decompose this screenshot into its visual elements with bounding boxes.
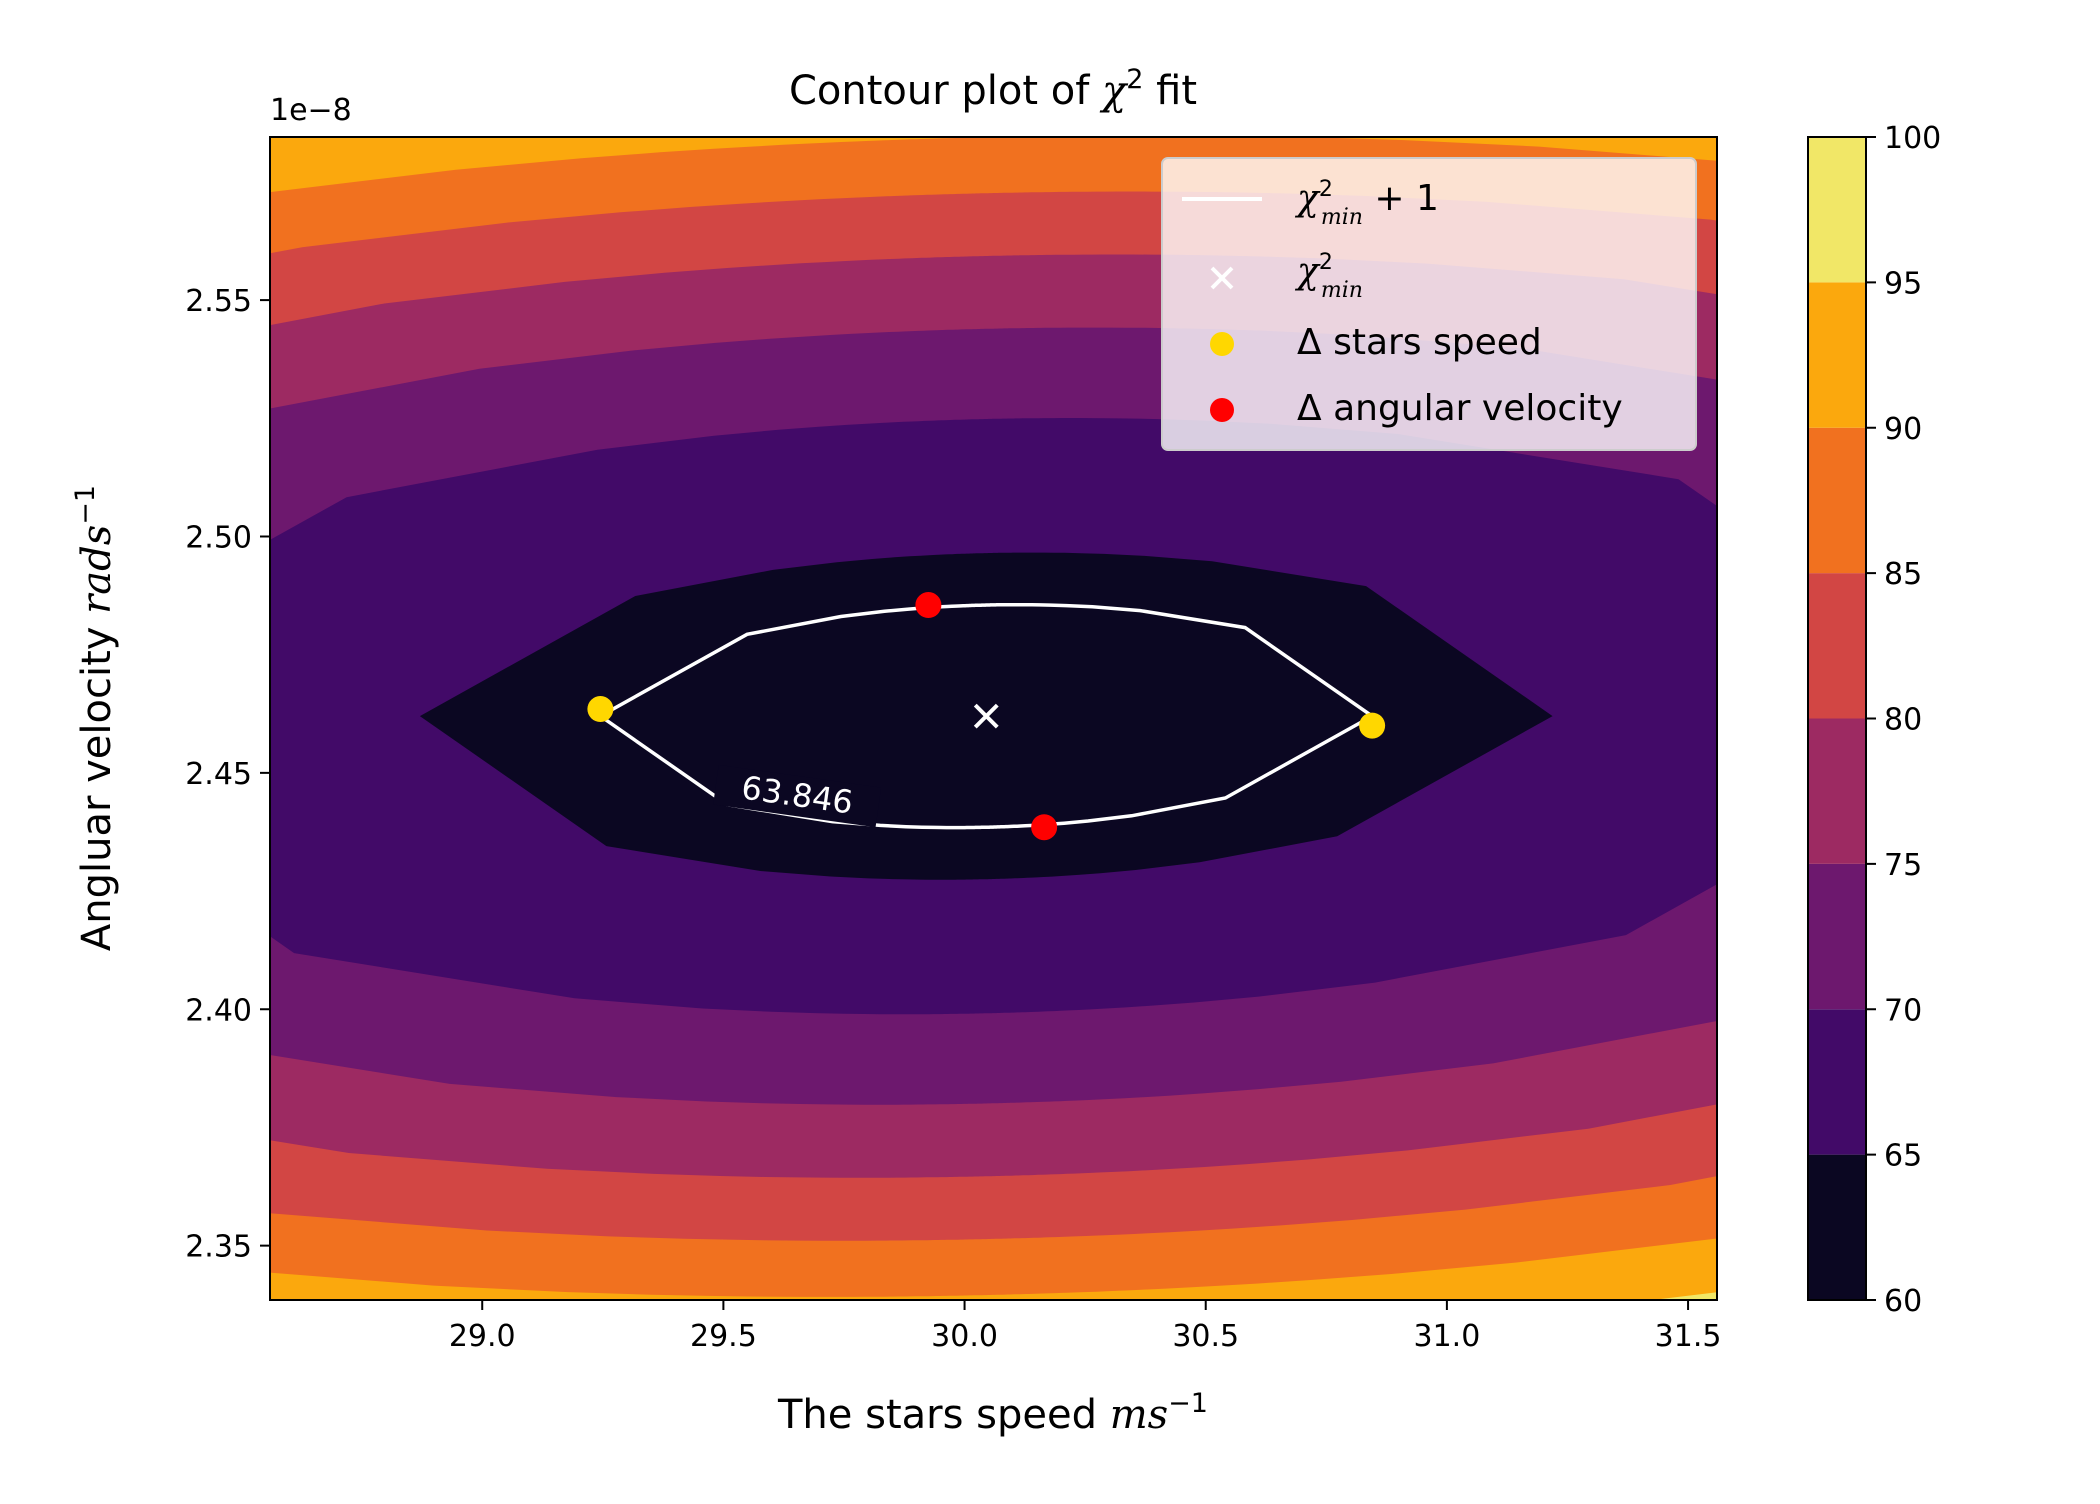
y-axis-label: Angluar velocity rads−1 [70, 485, 120, 951]
x-axis-label: The stars speed ms−1 [777, 1388, 1208, 1438]
legend-box [1161, 157, 1697, 451]
colorbar-tick-label: 65 [1884, 1139, 1922, 1174]
y-tick-label: 2.50 [185, 520, 252, 555]
x-tick-label: 30.5 [1172, 1319, 1239, 1354]
colorbar-tick-label: 60 [1884, 1284, 1922, 1319]
chart-title: Contour plot of χ2 fit [789, 64, 1197, 114]
x-tick-label: 30.0 [931, 1319, 998, 1354]
delta-angular-velocity-point [915, 592, 942, 619]
legend-red-marker [1210, 398, 1234, 422]
y-offset-label: 1e−8 [270, 93, 352, 128]
y-axis-ticks: 2.35 2.40 2.45 2.50 2.55 [185, 284, 270, 1265]
legend: χ2 min + 1 χ2 min Δ stars speed Δ angular … [1161, 157, 1697, 451]
contour-bands [270, 137, 1717, 1300]
colorbar-tick-label: 95 [1884, 266, 1922, 301]
x-tick-label: 29.5 [690, 1319, 757, 1354]
colorbar-ticks: 60 65 70 75 80 85 90 95 100 [1866, 121, 1941, 1319]
colorbar-tick-label: 90 [1884, 412, 1922, 447]
legend-label-delta-stars-speed: Δ stars speed [1297, 322, 1542, 363]
delta-angular-velocity-point [1031, 814, 1058, 841]
y-tick-label: 2.45 [185, 757, 252, 792]
plot-area: 63.846 [270, 137, 1717, 1300]
colorbar-segment [1808, 718, 1866, 864]
colorbar [1808, 137, 1866, 1300]
legend-label-chi2-plus-one: χ2 min + 1 [1294, 177, 1439, 230]
colorbar-segment [1808, 282, 1866, 428]
y-tick-label: 2.40 [185, 993, 252, 1028]
plot-frame [269, 136, 1718, 1301]
colorbar-segment [1808, 1009, 1866, 1155]
colorbar-tick-label: 100 [1884, 121, 1941, 156]
colorbar-tick-label: 85 [1884, 557, 1922, 592]
x-tick-label: 31.5 [1655, 1319, 1722, 1354]
legend-x-marker [1210, 266, 1234, 290]
y-tick-label: 2.55 [185, 284, 252, 319]
delta-stars-speed-point [1359, 712, 1386, 739]
colorbar-segment [1808, 1154, 1866, 1300]
delta-stars-speed-point [587, 696, 614, 723]
x-axis-ticks: 29.0 29.5 30.0 30.5 31.0 31.5 [449, 1300, 1722, 1354]
legend-yellow-marker [1210, 332, 1234, 356]
x-tick-label: 31.0 [1413, 1319, 1480, 1354]
colorbar-tick-label: 80 [1884, 703, 1922, 738]
contour-label-gap [713, 764, 882, 828]
colorbar-segment [1808, 573, 1866, 719]
colorbar-segment [1808, 427, 1866, 574]
colorbar-segment [1808, 137, 1866, 283]
colorbar-tick-label: 75 [1884, 848, 1922, 883]
chi2-min-marker [973, 703, 999, 729]
colorbar-segment [1808, 863, 1866, 1010]
marker-points [587, 592, 1386, 841]
legend-label-chi2-min: χ2 min [1294, 250, 1363, 303]
legend-label-delta-angular-velocity: Δ angular velocity [1297, 388, 1623, 429]
x-tick-label: 29.0 [449, 1319, 516, 1354]
y-tick-label: 2.35 [185, 1230, 252, 1265]
colorbar-tick-label: 70 [1884, 993, 1922, 1028]
